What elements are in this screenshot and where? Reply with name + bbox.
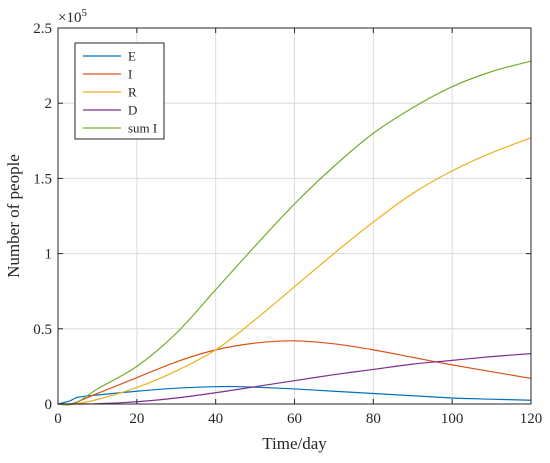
y-tick-label: 2 [45,96,53,112]
legend-label-d: D [128,103,137,118]
legend-label-sum-i: sum I [128,121,157,136]
x-tick-label: 100 [441,411,464,427]
legend-label-e: E [128,49,136,64]
legend-label-r: R [128,85,137,100]
y-tick-label: 0 [45,397,53,413]
grid-lines [58,28,531,404]
y-tick-label: 1.5 [33,171,52,187]
x-tick-label: 80 [366,411,381,427]
y-axis-title: Number of people [4,154,23,278]
series-line-r [57,137,532,405]
tick-labels: 0 20 40 60 80 100 120 0 0.5 1 1.5 2 2.5 [33,21,542,427]
x-tick-label: 0 [54,411,62,427]
legend-box [74,42,165,140]
x-axis-title: Time/day [262,434,327,453]
y-tick-label: 2.5 [33,21,52,37]
y-multiplier-exponent: 5 [81,7,87,19]
axis-ticks [57,27,532,405]
x-tick-label: 40 [208,411,223,427]
y-multiplier-base: ×10 [58,10,81,26]
y-tick-label: 0.5 [33,322,52,338]
x-tick-label: 20 [129,411,144,427]
x-tick-label: 60 [287,411,302,427]
legend-label-i: I [128,67,132,82]
series-line-sum-i [57,60,532,406]
y-tick-label: 1 [45,247,53,263]
x-tick-label: 120 [520,411,543,427]
y-multiplier-label: ×105 [58,7,87,26]
